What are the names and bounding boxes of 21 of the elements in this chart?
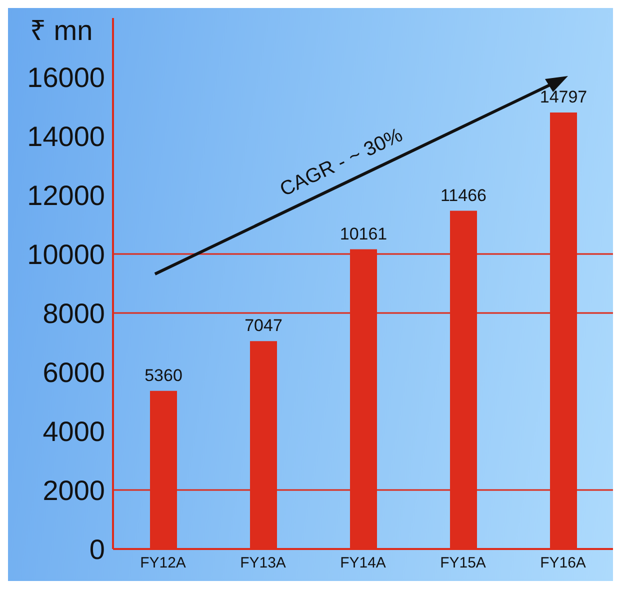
data-label: 11466 [440, 186, 487, 205]
y-tick-label: 14000 [27, 120, 105, 152]
y-axis-title: ₹ mn [30, 14, 93, 48]
data-label: 7047 [244, 316, 282, 336]
y-tick-label: 4000 [42, 416, 105, 447]
y-tick-label: 6000 [42, 356, 105, 388]
y-tick-label: 2000 [42, 474, 105, 506]
data-label: 14797 [540, 87, 588, 106]
x-tick-label: FY14A [340, 554, 386, 572]
y-tick-label: 12000 [27, 180, 105, 211]
x-tick-label: FY16A [540, 554, 586, 572]
y-tick-label: 10000 [27, 238, 105, 270]
data-label: 10161 [340, 224, 388, 244]
data-label: 5360 [144, 366, 182, 385]
y-tick-label: 8000 [42, 298, 105, 329]
x-tick-label: FY13A [240, 554, 286, 572]
x-tick-label: FY12A [140, 554, 186, 572]
x-tick-label: FY15A [440, 554, 486, 572]
y-tick-label: 0 [89, 534, 105, 565]
annotation: CAGR - ~ 30% [276, 124, 406, 202]
y-tick-label: 16000 [27, 62, 105, 93]
